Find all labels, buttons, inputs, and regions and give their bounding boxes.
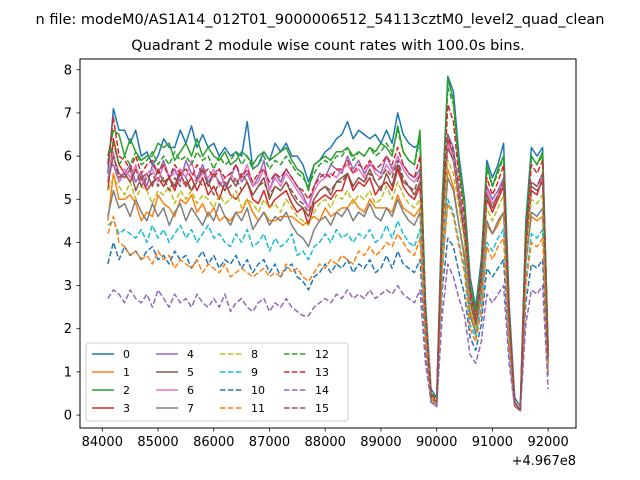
legend-label-4: 4 bbox=[187, 348, 194, 361]
axes-frame bbox=[79, 58, 577, 429]
legend-label-2: 2 bbox=[123, 384, 130, 397]
series-line-12 bbox=[107, 86, 549, 412]
legend-box bbox=[85, 342, 349, 422]
legend-label-5: 5 bbox=[187, 366, 194, 379]
series-line-0 bbox=[107, 75, 549, 408]
series-line-10 bbox=[107, 237, 549, 412]
series-line-15 bbox=[107, 133, 549, 412]
legend-label-13: 13 bbox=[315, 366, 329, 379]
series-line-7 bbox=[107, 176, 549, 412]
x-tick-label: 86000 bbox=[193, 435, 234, 450]
x-tick-label: 91000 bbox=[472, 435, 513, 450]
series-line-8 bbox=[107, 159, 549, 412]
y-tick-label: 0 bbox=[64, 409, 72, 424]
x-tick-label: 87000 bbox=[249, 435, 290, 450]
legend-label-11: 11 bbox=[251, 402, 265, 415]
figure-suptitle: n file: modeM0/AS1A14_012T01_9000006512_… bbox=[36, 12, 605, 28]
x-tick-label: 89000 bbox=[360, 435, 401, 450]
y-axis: 0 1 2 3 4 5 6 7 8 bbox=[64, 63, 80, 424]
chart-title: Quadrant 2 module wise count rates with … bbox=[131, 38, 525, 54]
series-line-11 bbox=[107, 202, 549, 412]
x-tick-label: 84000 bbox=[82, 435, 123, 450]
x-axis: 84000 85000 86000 87000 88000 89000 90000 91000… bbox=[82, 428, 569, 450]
series-line-9 bbox=[107, 198, 549, 412]
x-tick-label: 92000 bbox=[527, 435, 568, 450]
x-tick-label: 88000 bbox=[305, 435, 346, 450]
legend-label-12: 12 bbox=[315, 348, 329, 361]
legend-label-3: 3 bbox=[123, 402, 130, 415]
y-tick-label: 6 bbox=[64, 150, 72, 165]
series-layer bbox=[107, 75, 549, 412]
x-tick-label: 90000 bbox=[416, 435, 457, 450]
series-line-14 bbox=[107, 263, 549, 412]
y-tick-label: 8 bbox=[64, 63, 72, 78]
legend-label-8: 8 bbox=[251, 348, 258, 361]
x-tick-label: 85000 bbox=[137, 435, 178, 450]
legend-label-15: 15 bbox=[315, 402, 329, 415]
x-axis-offset-text: +4.967e8 bbox=[512, 454, 576, 469]
y-tick-label: 2 bbox=[64, 322, 72, 337]
legend-label-1: 1 bbox=[123, 366, 130, 379]
legend-label-0: 0 bbox=[123, 348, 130, 361]
y-tick-label: 1 bbox=[64, 365, 72, 380]
legend-label-7: 7 bbox=[187, 402, 194, 415]
series-line-13 bbox=[107, 103, 549, 412]
legend-label-10: 10 bbox=[251, 384, 265, 397]
y-tick-label: 3 bbox=[64, 279, 72, 294]
y-tick-label: 4 bbox=[64, 236, 72, 251]
y-tick-label: 5 bbox=[64, 193, 72, 208]
legend-label-6: 6 bbox=[187, 384, 194, 397]
y-tick-label: 7 bbox=[64, 106, 72, 121]
series-line-1 bbox=[107, 168, 549, 412]
legend-label-14: 14 bbox=[315, 384, 329, 397]
legend-label-9: 9 bbox=[251, 366, 258, 379]
